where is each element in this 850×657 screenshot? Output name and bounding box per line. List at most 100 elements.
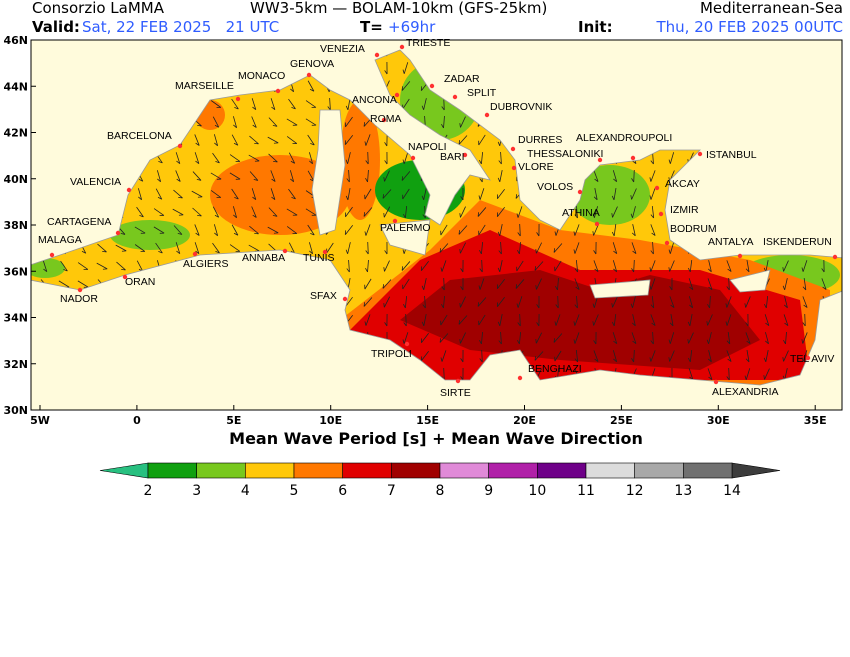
colorbar-box xyxy=(196,462,246,479)
arrow xyxy=(251,206,257,218)
arrow xyxy=(441,295,445,309)
city-label: NAPOLI xyxy=(408,141,447,153)
arrow xyxy=(305,100,317,108)
city-label: TRIESTE xyxy=(406,37,450,49)
colorbar-tick-label: 13 xyxy=(674,483,692,499)
colorbar-box xyxy=(634,462,684,479)
arrow xyxy=(706,332,712,344)
city-dot xyxy=(399,44,405,50)
arrow xyxy=(479,259,483,273)
arrow xyxy=(155,188,163,200)
arrow xyxy=(286,208,298,216)
city-label: MALAGA xyxy=(38,234,82,246)
arrow xyxy=(212,206,220,218)
arrow xyxy=(783,296,788,309)
arrow xyxy=(783,314,789,326)
arrow xyxy=(286,136,298,144)
init: Thu, 20 FEB 2025 00UTC xyxy=(656,18,844,36)
lead-label: T= xyxy=(360,18,383,36)
arrow xyxy=(726,332,731,345)
arrow xyxy=(802,296,808,308)
arrow xyxy=(496,206,505,218)
city-dot xyxy=(664,240,670,246)
arrow xyxy=(745,313,749,327)
arrow xyxy=(345,188,351,201)
arrow xyxy=(460,367,464,381)
arrow xyxy=(402,188,410,200)
arrow xyxy=(688,296,694,309)
arrow xyxy=(477,207,487,217)
arrow xyxy=(402,205,408,219)
arrow xyxy=(763,295,769,309)
arrow xyxy=(479,241,483,255)
city-dot xyxy=(381,117,387,123)
city-dot xyxy=(597,157,603,163)
city-dot xyxy=(192,251,198,257)
arrow xyxy=(479,331,483,345)
arrow xyxy=(401,261,411,271)
colorbar-box xyxy=(488,462,538,479)
lat-tick-label: 46N xyxy=(3,34,28,47)
arrow xyxy=(669,278,673,291)
arrow xyxy=(574,349,579,363)
land xyxy=(31,40,842,410)
city-label: BODRUM xyxy=(670,223,717,235)
arrow xyxy=(249,135,259,145)
colorbar-box xyxy=(245,462,295,479)
arrow xyxy=(308,152,314,165)
city-dot xyxy=(322,249,328,255)
city-label: ANTALYA xyxy=(708,236,754,248)
city-label: THESSALONIKI xyxy=(527,148,603,160)
arrow xyxy=(650,224,656,236)
arrow xyxy=(611,313,617,327)
arrow xyxy=(612,260,618,273)
city-dot xyxy=(805,355,811,361)
city-label: ANCONA xyxy=(352,94,397,106)
arrow xyxy=(267,226,279,234)
arrow xyxy=(555,295,559,309)
colorbar: 2 3 4 5 6 7 8 9 10 11 12 13 14 xyxy=(99,462,781,499)
lon-tick-label: 5E xyxy=(226,414,241,427)
arrow xyxy=(440,224,448,236)
arrow xyxy=(344,225,354,235)
arrow xyxy=(270,188,276,201)
city-label: BENGHAZI xyxy=(528,363,582,375)
lon-tick-label: 10E xyxy=(319,414,342,427)
colorbar-tick-label: 4 xyxy=(241,483,250,499)
arrow xyxy=(384,151,388,165)
arrow xyxy=(496,188,505,200)
org: Consorzio LaMMA xyxy=(32,0,165,17)
arrow xyxy=(421,98,427,110)
arrow xyxy=(384,241,388,255)
arrow xyxy=(345,152,351,164)
lon-tick-label: 15E xyxy=(416,414,439,427)
arrow xyxy=(688,278,694,291)
arrow xyxy=(460,277,464,291)
arrow xyxy=(573,314,580,326)
arrow xyxy=(649,260,656,272)
arrow xyxy=(631,349,635,363)
city-label: SIRTE xyxy=(440,387,471,399)
arrow xyxy=(346,259,350,273)
arrow xyxy=(249,171,259,181)
arrow xyxy=(175,170,181,182)
arrow xyxy=(194,152,200,165)
arrow xyxy=(229,154,241,162)
city-dot xyxy=(511,165,517,171)
arrow xyxy=(175,152,181,165)
arrow xyxy=(707,260,712,273)
arrow xyxy=(534,261,544,271)
arrow xyxy=(783,331,787,345)
arrow xyxy=(687,332,694,344)
arrow xyxy=(194,224,200,236)
arrow xyxy=(478,134,486,146)
city-label: DURRES xyxy=(518,134,562,146)
arrow xyxy=(574,278,580,290)
arrow xyxy=(383,296,391,308)
init-label: Init: xyxy=(578,18,613,36)
arrow xyxy=(459,332,466,344)
arrow xyxy=(156,170,162,183)
arrow xyxy=(441,277,445,291)
arrow xyxy=(458,315,468,325)
